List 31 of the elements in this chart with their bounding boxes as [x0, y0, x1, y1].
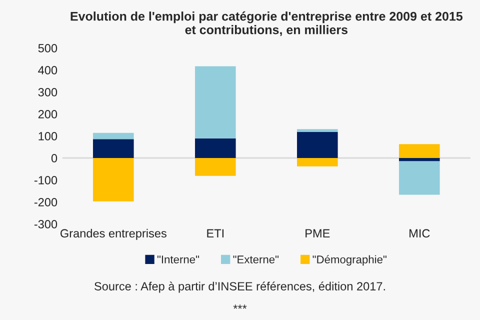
bar: [195, 138, 236, 158]
legend-label: "Externe": [233, 256, 279, 264]
x-tick-label: MIC: [410, 229, 430, 238]
y-tick-label: -100: [34, 176, 58, 184]
y-tick-label: 500: [38, 44, 58, 52]
y-tick-label: -200: [34, 198, 58, 206]
source-note: Source : Afep à partir d’INSEE références, édition 2017.: [94, 282, 385, 293]
bar: [297, 158, 338, 166]
x-tick-label: PME: [306, 229, 330, 238]
bar: [297, 129, 338, 132]
x-tick-label: Grandes entreprises: [60, 228, 166, 240]
legend-label: "Démographie": [312, 255, 386, 266]
y-tick-label: 0: [51, 154, 58, 162]
bar: [399, 144, 440, 158]
bar: [93, 139, 134, 158]
bar: [297, 132, 338, 158]
chart-title: Evolution de l'emploi par catégorie d'entreprise entre 2009 et 2015 et contributions, en milliers: [70, 11, 463, 36]
y-tick-label: -300: [34, 220, 58, 228]
bar: [195, 66, 236, 138]
y-tick-label: 300: [38, 88, 58, 96]
text: ***: [233, 304, 247, 309]
legend-label: "Interne": [157, 256, 200, 264]
bar: [399, 161, 440, 195]
bar: [399, 158, 440, 162]
y-tick-label: 100: [38, 132, 58, 140]
y-tick-label: 200: [38, 110, 58, 118]
x-tick-label: ETI: [207, 229, 224, 238]
bar: [195, 158, 236, 176]
y-tick-label: 400: [38, 66, 58, 74]
bar: [93, 158, 134, 202]
bar: [93, 132, 134, 140]
